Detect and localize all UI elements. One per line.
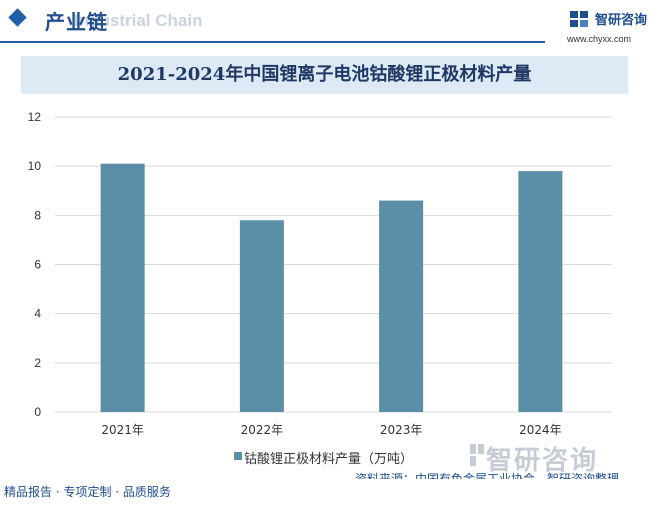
y-tick-label: 4 bbox=[34, 307, 41, 321]
brand-logo-icon bbox=[570, 11, 588, 27]
bar bbox=[518, 171, 563, 412]
bar bbox=[379, 200, 424, 412]
y-tick-label: 6 bbox=[34, 258, 41, 272]
y-tick-label: 0 bbox=[34, 405, 41, 419]
brand-url: www.chyxx.com bbox=[567, 34, 632, 44]
y-tick-label: 2 bbox=[34, 356, 41, 370]
watermark-logo-icon bbox=[470, 444, 484, 466]
bar-chart: 0 2 4 6 8 10 12 2021年 2022年 2023年 2024年 bbox=[28, 110, 612, 437]
page-header: Industrial Chain 产业链 智研咨询 www.chyxx.com bbox=[0, 0, 657, 44]
footer: 精品报告 · 专项定制 · 品质服务 bbox=[0, 479, 657, 506]
diamond-icon bbox=[8, 8, 27, 27]
section-subtitle: Industrial Chain bbox=[74, 11, 203, 30]
legend-swatch bbox=[234, 452, 242, 460]
header-rule bbox=[0, 41, 545, 43]
bar bbox=[239, 220, 284, 412]
x-tick-label: 2021年 bbox=[101, 423, 144, 437]
brand-name: 智研咨询 bbox=[595, 13, 648, 28]
section-title: 产业链 bbox=[45, 10, 108, 34]
watermark-brand: 智研咨询 bbox=[486, 446, 599, 476]
x-tick-label: 2022年 bbox=[241, 423, 284, 437]
y-tick-label: 12 bbox=[28, 110, 42, 124]
x-tick-label: 2023年 bbox=[380, 423, 423, 437]
chart-title: 2021-2024年中国锂离子电池钴酸锂正极材料产量 bbox=[117, 64, 532, 85]
footer-tagline: 精品报告 · 专项定制 · 品质服务 bbox=[4, 485, 171, 499]
legend-label: 钴酸锂正极材料产量（万吨） bbox=[244, 452, 414, 467]
chart-title-band: 2021-2024年中国锂离子电池钴酸锂正极材料产量 bbox=[21, 56, 628, 94]
x-tick-label: 2024年 bbox=[519, 423, 562, 437]
bar bbox=[100, 163, 145, 412]
y-tick-label: 10 bbox=[28, 159, 42, 173]
y-tick-label: 8 bbox=[34, 208, 41, 222]
